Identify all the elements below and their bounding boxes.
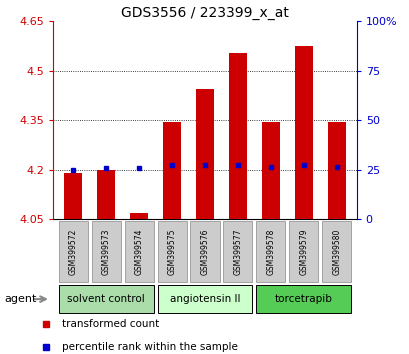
FancyBboxPatch shape	[190, 221, 219, 282]
FancyBboxPatch shape	[58, 221, 88, 282]
Bar	[294, 46, 312, 219]
Text: GSM399578: GSM399578	[266, 228, 275, 275]
Text: GSM399577: GSM399577	[233, 228, 242, 275]
Bar	[327, 122, 345, 219]
Text: torcetrapib: torcetrapib	[274, 294, 332, 304]
FancyBboxPatch shape	[289, 221, 318, 282]
Text: angiotensin II: angiotensin II	[169, 294, 240, 304]
Bar	[162, 122, 181, 219]
Bar	[196, 89, 213, 219]
Bar	[97, 170, 115, 219]
Text: GSM399580: GSM399580	[332, 228, 341, 275]
Text: GSM399575: GSM399575	[167, 228, 176, 275]
Text: percentile rank within the sample: percentile rank within the sample	[62, 342, 237, 352]
Text: GSM399574: GSM399574	[134, 228, 143, 275]
Text: GSM399576: GSM399576	[200, 228, 209, 275]
FancyBboxPatch shape	[321, 221, 351, 282]
FancyBboxPatch shape	[58, 285, 153, 314]
Bar	[261, 122, 279, 219]
Bar	[228, 53, 247, 219]
Text: agent: agent	[4, 294, 36, 304]
Text: solvent control: solvent control	[67, 294, 145, 304]
Text: GSM399573: GSM399573	[101, 228, 110, 275]
FancyBboxPatch shape	[91, 221, 120, 282]
FancyBboxPatch shape	[124, 221, 153, 282]
Text: GSM399579: GSM399579	[299, 228, 308, 275]
FancyBboxPatch shape	[157, 285, 252, 314]
FancyBboxPatch shape	[256, 221, 285, 282]
FancyBboxPatch shape	[157, 221, 186, 282]
FancyBboxPatch shape	[223, 221, 252, 282]
Title: GDS3556 / 223399_x_at: GDS3556 / 223399_x_at	[121, 6, 288, 20]
Bar	[64, 173, 82, 219]
Text: GSM399572: GSM399572	[68, 228, 77, 275]
Bar	[130, 213, 148, 219]
FancyBboxPatch shape	[256, 285, 351, 314]
Text: transformed count: transformed count	[62, 319, 159, 329]
